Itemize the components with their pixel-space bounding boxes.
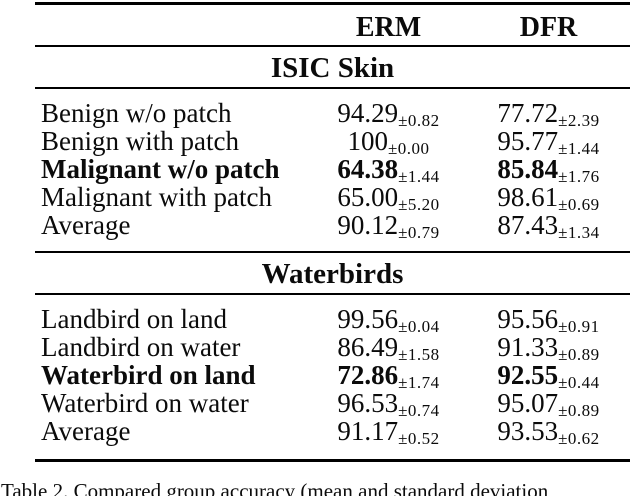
dfr-value-cell: 85.84±1.76 bbox=[467, 155, 630, 191]
metric-std: ±0.89 bbox=[558, 401, 600, 421]
erm-value-cell: 96.53±0.74 bbox=[310, 389, 467, 425]
metric-mean: 72.86 bbox=[337, 360, 399, 390]
metric-std: ±5.20 bbox=[398, 195, 440, 215]
metric-mean: 87.43 bbox=[497, 210, 559, 240]
row-label: Average bbox=[41, 210, 131, 240]
table-header-row: ERM DFR bbox=[35, 5, 630, 45]
table-bottom-rule bbox=[35, 459, 630, 462]
row-label: Waterbird on water bbox=[41, 388, 249, 418]
metric-mean: 100 bbox=[347, 126, 388, 156]
erm-value-cell: 90.12±0.79 bbox=[310, 211, 467, 247]
erm-value-cell: 99.56±0.04 bbox=[310, 305, 467, 341]
metric-mean: 93.53 bbox=[497, 416, 559, 446]
metric-std: ±0.82 bbox=[398, 111, 440, 131]
section-title: Waterbirds bbox=[261, 258, 404, 290]
metric-mean: 95.77 bbox=[497, 126, 559, 156]
dfr-value-cell: 77.72±2.39 bbox=[467, 99, 630, 135]
metric-std: ±0.79 bbox=[398, 223, 440, 243]
section-rows: Landbird on land 99.56±0.04 95.56±0.91 Land… bbox=[35, 295, 630, 459]
metric-std: ±1.44 bbox=[398, 167, 440, 187]
metric-mean: 77.72 bbox=[497, 98, 559, 128]
dfr-value-cell: 93.53±0.62 bbox=[467, 417, 630, 453]
metric-std: ±1.44 bbox=[558, 139, 600, 159]
row-label: Malignant with patch bbox=[41, 182, 272, 212]
row-label: Malignant w/o patch bbox=[41, 154, 280, 184]
metric-std: ±0.00 bbox=[387, 139, 430, 159]
metric-mean: 65.00 bbox=[337, 182, 399, 212]
metric-mean: 92.55 bbox=[497, 360, 559, 390]
results-table: ERM DFR ISIC Skin Benign w/o patch 94.29±0… bbox=[35, 2, 630, 462]
table-row: Waterbird on land 72.86±1.74 92.55±0.44 bbox=[35, 361, 630, 392]
erm-value-cell: 100±0.00 bbox=[310, 127, 467, 163]
table-row: Average 90.12±0.79 87.43±1.34 bbox=[35, 211, 630, 242]
row-label: Average bbox=[41, 416, 131, 446]
erm-value-cell: 91.17±0.52 bbox=[310, 417, 467, 453]
column-header-empty bbox=[35, 5, 310, 51]
erm-value-cell: 94.29±0.82 bbox=[310, 99, 467, 135]
dfr-value-cell: 87.43±1.34 bbox=[467, 211, 630, 247]
table-row: Landbird on water 86.49±1.58 91.33±0.89 bbox=[35, 333, 630, 364]
erm-value-cell: 72.86±1.74 bbox=[310, 361, 467, 397]
column-header-dfr: DFR bbox=[519, 12, 578, 43]
section-title-rule bbox=[35, 293, 630, 295]
metric-mean: 96.53 bbox=[337, 388, 399, 418]
metric-std: ±0.69 bbox=[558, 195, 600, 215]
metric-mean: 64.38 bbox=[337, 154, 399, 184]
dfr-value-cell: 91.33±0.89 bbox=[467, 333, 630, 369]
metric-std: ±1.74 bbox=[398, 373, 440, 393]
erm-value-cell: 86.49±1.58 bbox=[310, 333, 467, 369]
table-row: Malignant with patch 65.00±5.20 98.61±0.69 bbox=[35, 183, 630, 214]
metric-mean: 91.17 bbox=[337, 416, 399, 446]
metric-mean: 90.12 bbox=[337, 210, 399, 240]
table-row: Landbird on land 99.56±0.04 95.56±0.91 bbox=[35, 305, 630, 336]
metric-mean: 94.29 bbox=[337, 98, 399, 128]
metric-std: ±0.74 bbox=[398, 401, 440, 421]
metric-std: ±0.91 bbox=[558, 317, 600, 337]
row-label: Benign with patch bbox=[41, 126, 239, 156]
dfr-value-cell: 98.61±0.69 bbox=[467, 183, 630, 219]
column-header-erm: ERM bbox=[355, 12, 422, 43]
row-label: Waterbird on land bbox=[41, 360, 256, 390]
metric-std: ±0.52 bbox=[398, 429, 440, 449]
row-label: Benign w/o patch bbox=[41, 98, 232, 128]
metric-std: ±0.89 bbox=[558, 345, 600, 365]
dfr-value-cell: 92.55±0.44 bbox=[467, 361, 630, 397]
metric-std: ±0.44 bbox=[558, 373, 600, 393]
section-title: ISIC Skin bbox=[270, 52, 395, 84]
section-separator-rule bbox=[35, 251, 630, 253]
table-row: Average 91.17±0.52 93.53±0.62 bbox=[35, 417, 630, 448]
table-row: Benign with patch 100±0.00 95.77±1.44 bbox=[35, 127, 630, 158]
metric-mean: 95.07 bbox=[497, 388, 559, 418]
erm-value-cell: 65.00±5.20 bbox=[310, 183, 467, 219]
dfr-value-cell: 95.07±0.89 bbox=[467, 389, 630, 425]
table-row: Malignant w/o patch 64.38±1.44 85.84±1.76 bbox=[35, 155, 630, 186]
erm-value-cell: 64.38±1.44 bbox=[310, 155, 467, 191]
row-label: Landbird on land bbox=[41, 304, 227, 334]
metric-std: ±0.62 bbox=[558, 429, 600, 449]
table-top-rule bbox=[35, 2, 630, 5]
table-row: Waterbird on water 96.53±0.74 95.07±0.89 bbox=[35, 389, 630, 420]
metric-mean: 91.33 bbox=[497, 332, 559, 362]
table-row: Benign w/o patch 94.29±0.82 77.72±2.39 bbox=[35, 99, 630, 130]
metric-mean: 86.49 bbox=[337, 332, 399, 362]
metric-std: ±1.34 bbox=[558, 223, 600, 243]
table-header-rule bbox=[35, 45, 630, 47]
dfr-value-cell: 95.77±1.44 bbox=[467, 127, 630, 163]
metric-mean: 99.56 bbox=[337, 304, 399, 334]
metric-std: ±0.04 bbox=[398, 317, 440, 337]
metric-mean: 98.61 bbox=[497, 182, 559, 212]
metric-std: ±1.58 bbox=[398, 345, 440, 365]
row-label: Landbird on water bbox=[41, 332, 241, 362]
metric-std: ±2.39 bbox=[558, 111, 600, 131]
dfr-value-cell: 95.56±0.91 bbox=[467, 305, 630, 341]
metric-mean: 85.84 bbox=[497, 154, 559, 184]
section-rows: Benign w/o patch 94.29±0.82 77.72±2.39 Beni… bbox=[35, 89, 630, 251]
metric-std: ±1.76 bbox=[558, 167, 600, 187]
section-title-rule bbox=[35, 87, 630, 89]
table-caption: Table 2. Compared group accuracy (mean a… bbox=[1, 479, 549, 496]
table-sections: ISIC Skin Benign w/o patch 94.29±0.82 77.72… bbox=[35, 47, 630, 459]
metric-mean: 95.56 bbox=[497, 304, 559, 334]
